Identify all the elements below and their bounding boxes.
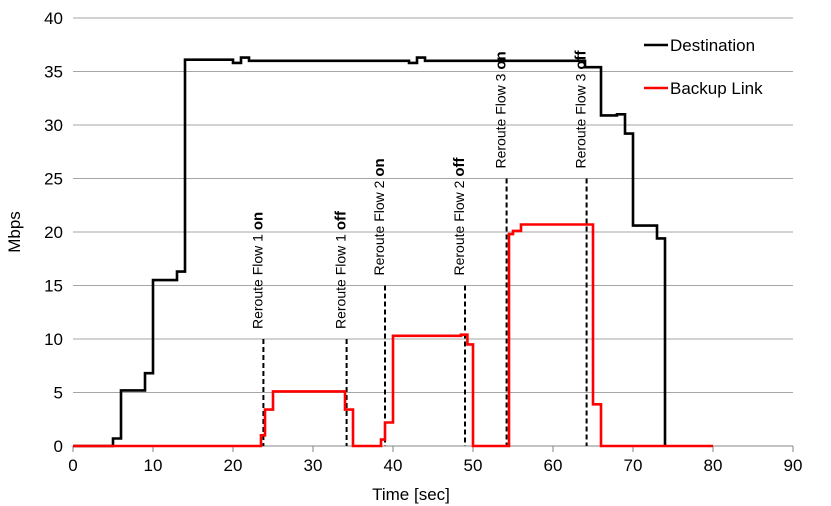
reroute-label-text: Reroute Flow 2 — [371, 177, 387, 276]
legend-label: Backup Link — [670, 79, 763, 98]
axes: 0 5 10 15 20 25 30 35 40 0 10 20 30 40 50 60 70 80 90 — [44, 9, 802, 475]
x-tick-label: 70 — [624, 456, 643, 475]
y-axis-title: Mbps — [5, 211, 24, 253]
x-tick-label: 40 — [384, 456, 403, 475]
x-tick-label: 30 — [304, 456, 323, 475]
reroute-label-text: Reroute Flow 2 — [451, 177, 467, 276]
x-tick-label: 10 — [144, 456, 163, 475]
x-tick-label: 20 — [224, 456, 243, 475]
reroute-label: Reroute Flow 1 on — [249, 212, 266, 329]
legend: Destination Backup Link — [644, 36, 763, 98]
y-tick-label: 15 — [44, 277, 63, 296]
reroute-label-state: off — [333, 210, 350, 230]
gridlines — [73, 17, 793, 393]
reroute-label-text: Reroute Flow 1 — [333, 230, 349, 329]
reroute-label: Reroute Flow 2 on — [371, 158, 388, 275]
y-tick-label: 5 — [54, 384, 63, 403]
y-tick-label: 30 — [44, 116, 63, 135]
reroute-label: Reroute Flow 1 off — [333, 210, 350, 329]
y-tick-label: 25 — [44, 170, 63, 189]
reroute-label-text: Reroute Flow 1 — [249, 230, 265, 329]
reroute-label-state: off — [451, 157, 468, 177]
reroute-label-text: Reroute Flow 3 — [493, 70, 509, 169]
reroute-label: Reroute Flow 2 off — [451, 157, 468, 276]
series-line-destination — [73, 56, 667, 448]
legend-label: Destination — [670, 36, 755, 55]
x-tick-label: 0 — [68, 456, 77, 475]
reroute-label-state: on — [249, 212, 266, 230]
y-tick-label: 35 — [44, 63, 63, 82]
x-tick-label: 60 — [544, 456, 563, 475]
series-lines — [73, 56, 713, 448]
x-tick-label: 90 — [784, 456, 803, 475]
y-tick-label: 0 — [54, 437, 63, 456]
y-tick-label: 20 — [44, 223, 63, 242]
y-tick-label: 10 — [44, 330, 63, 349]
x-tick-label: 80 — [704, 456, 723, 475]
reroute-label-text: Reroute Flow 3 — [573, 70, 589, 169]
series-line-backup-link — [73, 223, 713, 448]
x-axis-title: Time [sec] — [372, 485, 450, 504]
x-tick-label: 50 — [464, 456, 483, 475]
y-tick-label: 40 — [44, 9, 63, 28]
reroute-label: Reroute Flow 3 on — [493, 51, 510, 168]
reroute-label-state: on — [371, 158, 388, 176]
